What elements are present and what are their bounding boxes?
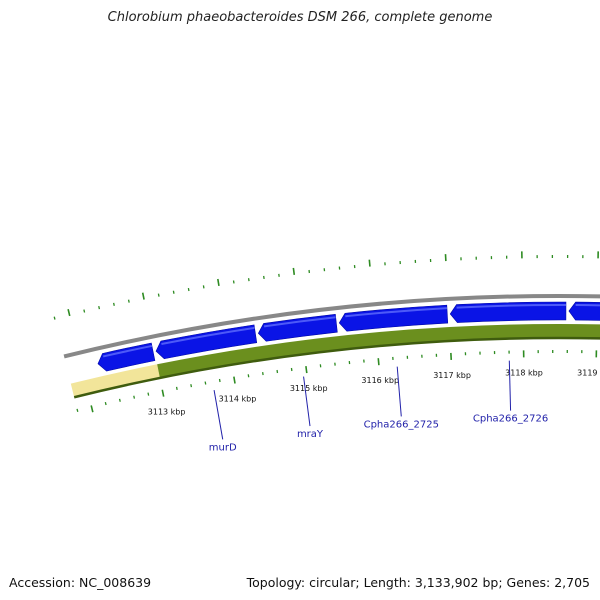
inner-tick	[204, 381, 207, 385]
gene-label-leader	[396, 366, 402, 417]
outer-tick	[202, 285, 205, 289]
inner-tick	[233, 376, 236, 384]
inner-tick	[377, 358, 380, 366]
inner-tick-marks	[76, 350, 598, 413]
gene-label[interactable]: mraY	[297, 429, 324, 440]
inner-tick	[118, 398, 121, 402]
outer-tick	[127, 299, 130, 303]
scale-tick-label: 3117 kbp	[433, 371, 471, 380]
scale-tick-label: 3114 kbp	[219, 394, 257, 403]
inner-tick	[76, 408, 79, 412]
gene-arrow[interactable]	[155, 324, 258, 360]
map-title: Chlorobium phaeobacteroides DSM 266, com…	[107, 10, 493, 25]
inner-tick	[90, 405, 94, 413]
gc-track-edge	[73, 336, 600, 399]
scale-tick-label: 3115 kbp	[290, 384, 328, 393]
scale-labels: 3113 kbp 3114 kbp 3115 kbp 3116 kbp 3117 kbp…	[148, 368, 600, 416]
inner-tick	[161, 389, 165, 397]
gene-arrow-highlight	[456, 304, 566, 309]
gc-high-segment	[157, 324, 600, 378]
outer-tick	[157, 293, 160, 297]
scale-tick-label: 3119 kbp	[577, 368, 600, 377]
gene-label-leader	[508, 360, 512, 411]
outer-tick	[113, 302, 115, 306]
gene-labels: murD mraY Cpha266_2725 Cpha266_2726	[209, 360, 548, 453]
outer-tick	[368, 259, 371, 267]
inner-tick	[104, 401, 107, 406]
gene-arrow-highlight	[345, 307, 447, 318]
gene-label-leader	[303, 376, 311, 427]
gene-label-leader	[213, 390, 224, 440]
outer-tick	[172, 290, 175, 294]
gene-label[interactable]: Cpha266_2725	[364, 419, 439, 430]
gene-arrow[interactable]	[97, 342, 156, 372]
outer-tick	[53, 316, 56, 320]
outer-tick	[141, 292, 145, 300]
gene-label[interactable]: Cpha266_2726	[473, 414, 548, 425]
inner-tick	[133, 395, 136, 399]
genome-summary-text: Topology: circular; Length: 3,133,902 bp…	[246, 575, 590, 590]
inner-tick	[147, 392, 150, 396]
gc-low-segment	[70, 364, 160, 398]
accession-text: Accession: NC_008639	[9, 575, 152, 590]
scale-tick-label: 3116 kbp	[361, 376, 399, 385]
outer-tick	[98, 306, 101, 310]
inner-tick	[218, 378, 221, 383]
scale-tick-label: 3113 kbp	[148, 407, 186, 416]
outer-tick	[187, 287, 190, 292]
inner-tick	[190, 384, 193, 388]
outer-tick	[67, 308, 71, 317]
gene-arrow-highlight	[102, 344, 153, 358]
outer-tick	[292, 267, 296, 275]
gene-arrow[interactable]	[338, 304, 449, 332]
gene-arrow-highlight	[575, 304, 600, 307]
gc-content-track	[70, 324, 600, 399]
backbone-arc	[63, 294, 600, 359]
inner-tick	[175, 386, 178, 390]
gene-arrow[interactable]	[257, 313, 338, 342]
outer-tick	[83, 309, 86, 313]
scale-tick-label: 3118 kbp	[505, 368, 543, 377]
gene-arrow[interactable]	[568, 301, 600, 321]
gene-track	[97, 301, 600, 372]
gene-arrow-highlight	[161, 326, 255, 346]
gene-arrow-highlight	[263, 316, 336, 328]
outer-tick	[217, 278, 220, 286]
inner-tick	[305, 366, 308, 374]
gene-label[interactable]: murD	[209, 442, 237, 453]
outer-tick-marks	[53, 251, 599, 320]
